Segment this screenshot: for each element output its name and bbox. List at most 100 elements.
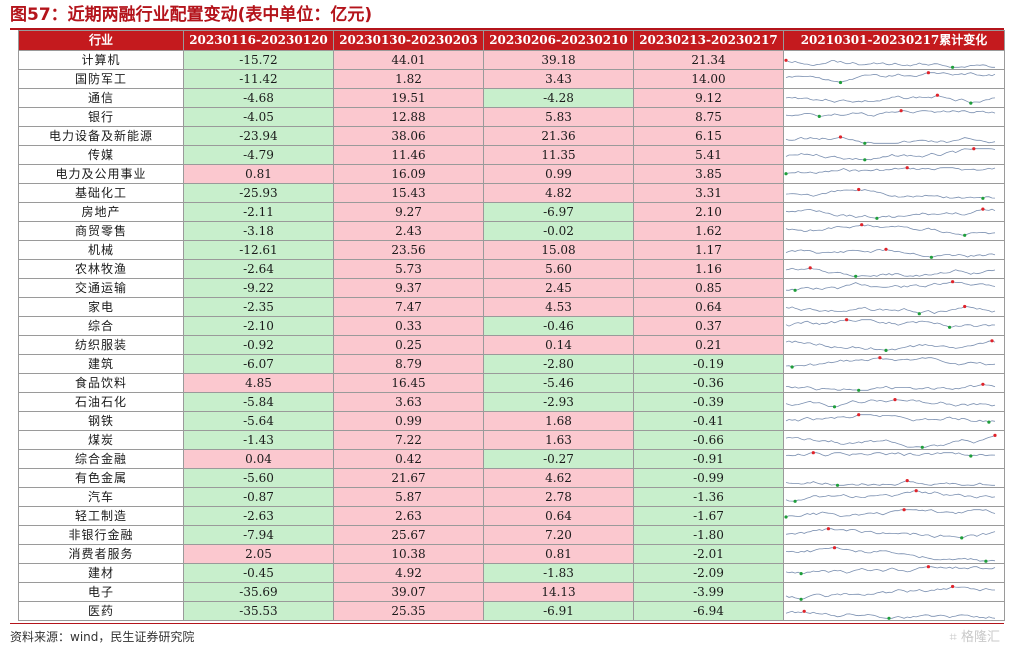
industry-cell: 煤炭: [18, 430, 184, 450]
table-row: 有色金属 -5.60 21.67 4.62 -0.99: [18, 468, 1005, 488]
sparkline-min-marker: [790, 364, 794, 369]
value-cell: -12.61: [183, 240, 334, 260]
sparkline-path: [785, 434, 996, 448]
sparkline-path: [785, 527, 996, 538]
sparkline-min-marker: [835, 483, 840, 487]
sparkline-path: [785, 136, 996, 144]
value-cell: 0.21: [633, 335, 784, 355]
sparkline-max-marker: [981, 207, 985, 211]
sparkline-cell: [783, 183, 1005, 203]
value-cell: 12.88: [333, 107, 484, 127]
header-week-1: 20230116-20230120: [183, 30, 334, 51]
value-cell: 9.12: [633, 88, 784, 108]
industry-cell: 建材: [18, 563, 184, 583]
sparkline-min-marker: [984, 559, 988, 563]
value-cell: -2.64: [183, 259, 334, 279]
table-body: 计算机 -15.72 44.01 39.18 21.34 国防军工 -11.42 1.82 3.…: [18, 50, 1005, 621]
value-cell: 8.75: [633, 107, 784, 127]
sparkline-max-marker: [845, 317, 849, 321]
industry-cell: 轻工制造: [18, 506, 184, 526]
watermark-text: 格隆汇: [960, 630, 1000, 645]
header-industry: 行业: [18, 30, 184, 51]
value-cell: 1.82: [333, 69, 484, 89]
sparkline-cell: [783, 563, 1005, 583]
value-cell: 39.07: [333, 582, 484, 602]
sparkline-max-marker: [893, 397, 897, 401]
cumulative-sparkline: [785, 526, 996, 539]
sparkline-path: [785, 71, 996, 83]
cumulative-sparkline: [785, 412, 996, 424]
watermark-logo: ⌗ 格隆汇: [949, 630, 1000, 645]
sparkline-path: [785, 610, 996, 619]
value-cell: -0.87: [183, 487, 334, 507]
industry-cell: 石油石化: [18, 392, 184, 412]
sparkline-path: [785, 208, 996, 219]
sparkline-min-marker: [854, 274, 858, 278]
table-row: 煤炭 -1.43 7.22 1.63 -0.66: [18, 430, 1005, 450]
value-cell: 16.45: [333, 373, 484, 393]
sparkline-path: [785, 147, 996, 160]
table-row: 国防军工 -11.42 1.82 3.43 14.00: [18, 69, 1005, 89]
value-cell: 1.16: [633, 259, 784, 279]
cumulative-sparkline: [785, 450, 996, 458]
sparkline-path: [785, 565, 996, 574]
cumulative-sparkline: [784, 507, 996, 519]
value-cell: 0.81: [483, 544, 634, 564]
value-cell: -0.39: [633, 392, 784, 412]
sparkline-cell: [783, 316, 1005, 336]
value-cell: -6.07: [183, 354, 334, 374]
sparkline-path: [785, 356, 996, 367]
cumulative-sparkline: [785, 564, 996, 575]
value-cell: 5.83: [483, 107, 634, 127]
sparkline-path: [785, 318, 996, 328]
table-row: 计算机 -15.72 44.01 39.18 21.34: [18, 50, 1005, 70]
value-cell: -4.28: [483, 88, 634, 108]
industry-cell: 综合: [18, 316, 184, 336]
sparkline-path: [785, 280, 996, 291]
header-week-3: 20230206-20230210: [483, 30, 634, 51]
sparkline-cell: [783, 411, 1005, 431]
value-cell: -0.36: [633, 373, 784, 393]
source-divider: [10, 623, 1004, 624]
sparkline-min-marker: [799, 571, 803, 575]
table-row: 非银行金融 -7.94 25.67 7.20 -1.80: [18, 525, 1005, 545]
sparkline-max-marker: [981, 382, 985, 386]
value-cell: -5.46: [483, 373, 634, 393]
cumulative-sparkline: [785, 478, 995, 487]
sparkline-min-marker: [969, 101, 973, 105]
sparkline-max-marker: [826, 526, 830, 530]
table-row: 消费者服务 2.05 10.38 0.81 -2.01: [18, 544, 1005, 564]
value-cell: -2.93: [483, 392, 634, 412]
sparkline-cell: [783, 297, 1005, 317]
sparkline-max-marker: [832, 545, 837, 549]
table-row: 家电 -2.35 7.47 4.53 0.64: [18, 297, 1005, 317]
value-cell: 4.62: [483, 468, 634, 488]
sparkline-min-marker: [963, 233, 967, 237]
value-cell: 8.79: [333, 354, 484, 374]
sparkline-cell: [783, 468, 1005, 488]
value-cell: -4.68: [183, 88, 334, 108]
sparkline-max-marker: [914, 488, 918, 492]
value-cell: 0.37: [633, 316, 784, 336]
sparkline-path: [785, 508, 996, 517]
sparkline-cell: [783, 126, 1005, 146]
table-row: 汽车 -0.87 5.87 2.78 -1.36: [18, 487, 1005, 507]
table-row: 商贸零售 -3.18 2.43 -0.02 1.62: [18, 221, 1005, 241]
value-cell: -0.02: [483, 221, 634, 241]
table-row: 电子 -35.69 39.07 14.13 -3.99: [18, 582, 1005, 602]
header-week-2: 20230130-20230203: [333, 30, 484, 51]
industry-cell: 综合金融: [18, 449, 184, 469]
value-cell: -2.10: [183, 316, 334, 336]
sparkline-path: [785, 59, 995, 68]
sparkline-max-marker: [802, 609, 806, 613]
table-row: 电力及公用事业 0.81 16.09 0.99 3.85: [18, 164, 1005, 184]
table-row: 轻工制造 -2.63 2.63 0.64 -1.67: [18, 506, 1005, 526]
sparkline-cell: [783, 335, 1005, 355]
sparkline-min-marker: [784, 171, 788, 175]
cumulative-sparkline: [785, 304, 996, 315]
page-title: 图57：近期两融行业配置变动(表中单位：亿元): [10, 5, 373, 25]
sparkline-min-marker: [875, 216, 879, 220]
value-cell: 4.92: [333, 563, 484, 583]
value-cell: 21.67: [333, 468, 484, 488]
value-cell: 7.22: [333, 430, 484, 450]
